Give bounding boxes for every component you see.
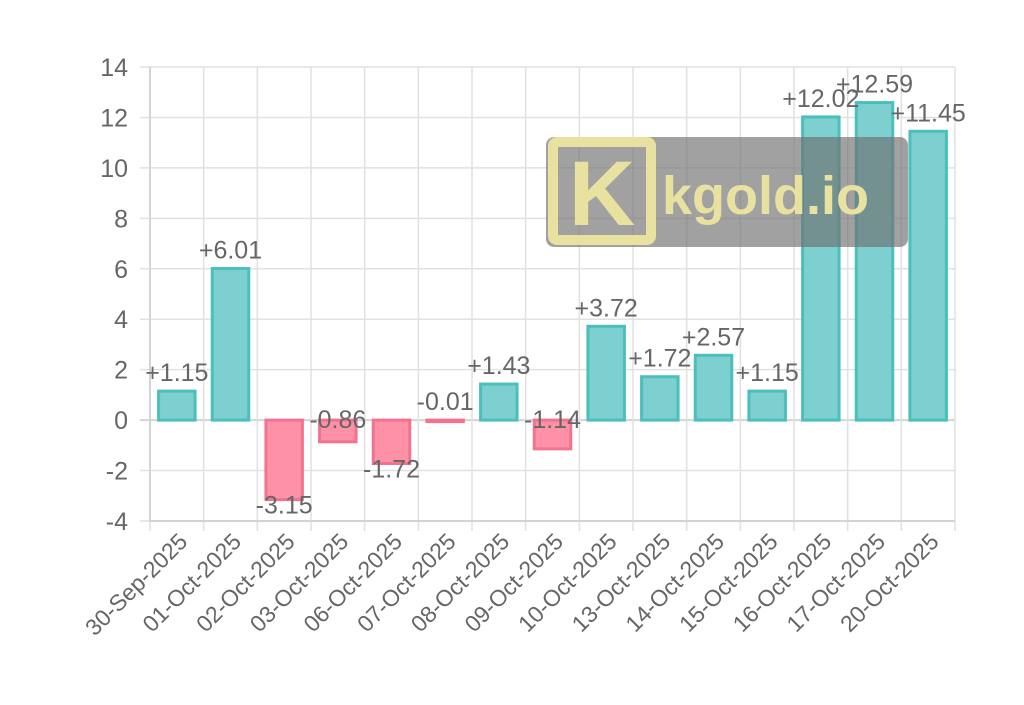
bar-09-Oct-2025: [532, 418, 573, 451]
data-label: +6.01: [199, 237, 262, 265]
data-label: +1.43: [467, 352, 530, 380]
bar-30-Sep-2025: [157, 389, 197, 422]
bar-07-Oct-2025: [425, 418, 465, 424]
y-tick-label: 0: [114, 407, 128, 435]
bar-14-Oct-2025: [693, 353, 734, 422]
bars: [157, 101, 948, 502]
data-label: +2.57: [682, 323, 745, 351]
y-tick-label: 12: [100, 104, 128, 132]
data-label: +3.72: [575, 294, 638, 322]
bar-10-Oct-2025: [586, 324, 626, 422]
bar-15-Oct-2025: [747, 389, 787, 422]
data-label: -1.14: [524, 406, 581, 434]
y-tick-label: -4: [106, 508, 128, 536]
y-tick-label: 10: [100, 155, 128, 183]
watermark-background: [546, 137, 908, 247]
y-tick-label: 2: [114, 357, 128, 385]
kgold-watermark: K kgold.io: [546, 137, 908, 247]
bar-08-Oct-2025: [479, 382, 519, 422]
watermark-logo-letter: K: [569, 143, 635, 245]
data-label: +12.59: [836, 71, 913, 99]
y-tick-label: 4: [114, 306, 128, 334]
grid: [140, 66, 956, 531]
bar-13-Oct-2025: [640, 375, 680, 422]
data-label: -3.15: [256, 492, 313, 520]
y-tick-label: 14: [100, 54, 128, 82]
data-label: +11.45: [891, 99, 966, 127]
bar-03-Oct-2025: [318, 418, 358, 444]
data-label: -1.72: [363, 455, 420, 483]
watermark-text: kgold.io: [662, 166, 869, 226]
data-label: +1.15: [145, 359, 208, 387]
data-labels: +1.15 +6.01 -3.15 -0.86 -1.72 -0.01 +1.43 -1.14…: [145, 71, 966, 520]
y-tick-label: -2: [106, 458, 128, 486]
y-tick-label: 6: [114, 256, 128, 284]
data-label: -0.86: [309, 406, 366, 434]
bar-20-Oct-2025: [908, 129, 948, 422]
data-label: +1.72: [628, 345, 691, 373]
data-label: -0.01: [417, 388, 474, 416]
bar-06-Oct-2025: [371, 418, 412, 465]
watermark-logo-box: [548, 137, 656, 245]
bar-01-Oct-2025: [210, 267, 251, 422]
y-tick-label: 8: [114, 205, 128, 233]
bar-02-Oct-2025: [264, 418, 304, 502]
data-label: +12.02: [782, 85, 859, 113]
data-label: +1.15: [736, 359, 799, 387]
